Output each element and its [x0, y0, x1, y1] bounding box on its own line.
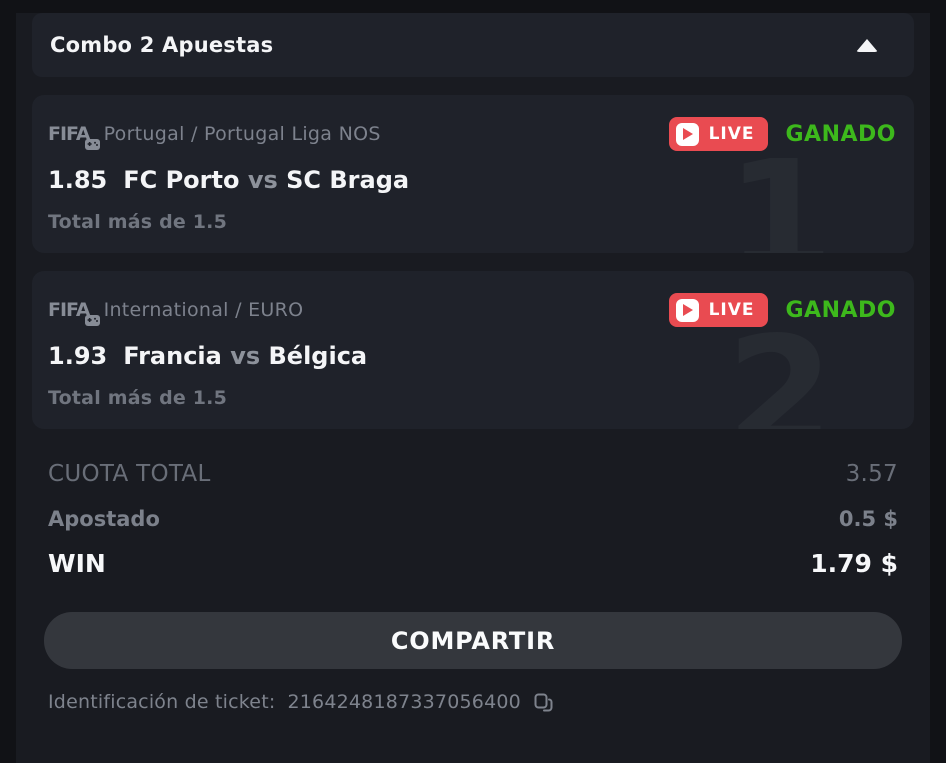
- vs-label: vs: [247, 166, 278, 194]
- match-row: 1.85 FC Porto vs SC Braga: [48, 166, 896, 194]
- leg-number-watermark: 2: [726, 303, 834, 429]
- stake-value: 0.5 $: [838, 506, 898, 531]
- match-row: 1.93 Francia vs Bélgica: [48, 342, 896, 370]
- bet-leg-1: 1 FIFA Portugal / Portugal Liga NOS: [32, 95, 914, 253]
- ticket-summary: CUOTA TOTAL 3.57 Apostado 0.5 $ WIN 1.79…: [48, 451, 898, 586]
- win-label: WIN: [48, 549, 106, 578]
- status-badge: GANADO: [785, 121, 896, 147]
- bet-leg-2: 2 FIFA International / EURO: [32, 271, 914, 429]
- live-label: LIVE: [708, 300, 755, 320]
- league-name: International / EURO: [103, 299, 304, 321]
- fifa-logo: FIFA: [48, 299, 100, 326]
- total-odds-label: CUOTA TOTAL: [48, 460, 211, 487]
- total-odds-value: 3.57: [845, 460, 898, 487]
- ticket-id-value: 2164248187337056400: [287, 691, 521, 713]
- stake-row: Apostado 0.5 $: [48, 496, 898, 541]
- vs-label: vs: [230, 342, 261, 370]
- win-value: 1.79 $: [810, 549, 898, 578]
- combo-title: Combo 2 Apuestas: [50, 33, 274, 57]
- gamepad-icon: [84, 315, 100, 326]
- home-team: FC Porto: [123, 166, 240, 194]
- gamepad-icon: [84, 139, 100, 150]
- ticket-id-label: Identificación de ticket:: [48, 691, 276, 713]
- live-badge: LIVE: [668, 117, 768, 151]
- fifa-logo: FIFA: [48, 123, 100, 150]
- odds-value: 1.93: [48, 342, 108, 370]
- play-icon: [675, 298, 699, 322]
- fifa-logo-text: FIFA: [48, 299, 91, 321]
- bet-ticket-panel: Combo 2 Apuestas 1 FIFA Portugal / Portu…: [16, 13, 930, 763]
- live-badge: LIVE: [668, 293, 768, 327]
- fifa-logo-text: FIFA: [48, 123, 91, 145]
- live-label: LIVE: [708, 124, 755, 144]
- away-team: SC Braga: [286, 166, 410, 194]
- market-selection: Total más de 1.5: [48, 211, 228, 233]
- status-badge: GANADO: [785, 297, 896, 323]
- caret-up-icon[interactable]: [856, 38, 878, 52]
- market-selection: Total más de 1.5: [48, 387, 228, 409]
- leg-number-watermark: 1: [726, 127, 834, 253]
- odds-value: 1.85: [48, 166, 108, 194]
- share-button[interactable]: COMPARTIR: [44, 612, 902, 669]
- total-odds-row: CUOTA TOTAL 3.57: [48, 451, 898, 496]
- play-icon: [675, 122, 699, 146]
- ticket-id-row: Identificación de ticket: 21642481873370…: [48, 691, 898, 713]
- combo-header[interactable]: Combo 2 Apuestas: [32, 13, 914, 77]
- away-team: Bélgica: [268, 342, 368, 370]
- win-row: WIN 1.79 $: [48, 541, 898, 586]
- home-team: Francia: [123, 342, 222, 370]
- copy-icon[interactable]: [533, 692, 554, 713]
- stake-label: Apostado: [48, 506, 160, 531]
- league-name: Portugal / Portugal Liga NOS: [103, 123, 381, 145]
